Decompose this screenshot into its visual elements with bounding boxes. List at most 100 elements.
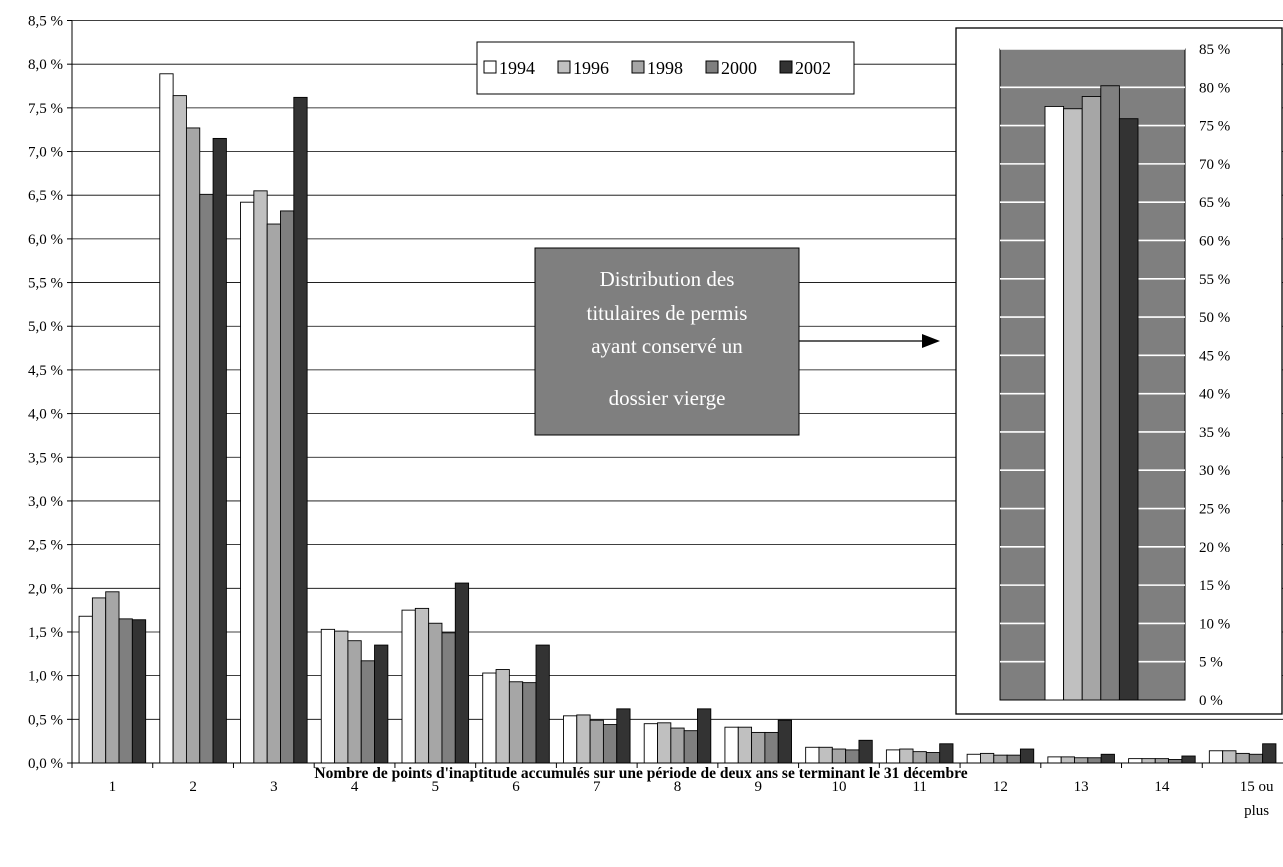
main-x-tick-label-line2: plus [1244,803,1269,819]
bar-2002-cat-9 [777,719,792,764]
inset-chart: 0 % 5 % 10 % 15 % 20 % 25 % 30 % 35 % 40 % 45 % 50… [955,27,1283,715]
bar-1996-cat-5 [414,607,430,764]
legend-label-1998: 1998 [647,58,683,78]
bar-1996-cat-7 [576,714,591,764]
main-x-tick-label: 12 [993,779,1008,795]
main-x-tick-label: 11 [912,779,926,795]
inset-y-tick-label: 25 % [1199,502,1230,518]
bar-1994-cat-14 [1128,758,1143,764]
main-x-tick-label: 3 [270,779,278,795]
bar-1994-cat-13 [1047,756,1062,764]
bar-2000-cat-8 [683,730,698,764]
bar-2000-cat-10 [845,749,860,764]
legend-label-2000: 2000 [721,58,757,78]
legend-swatch-1996 [557,60,571,74]
bar-2002-cat-1 [131,619,147,764]
bar-2000-cat-5 [441,632,456,764]
bar-1996-cat-12 [980,752,995,764]
bar-2000-cat-3 [280,210,295,764]
bar-1998-cat-10 [831,748,847,764]
bar-1994-cat-2 [159,73,174,764]
bar-1996-cat-2 [172,95,187,764]
main-axes [67,20,1283,768]
main-x-tick-label: 1 [109,779,117,795]
inset-y-tick-label: 40 % [1199,387,1230,403]
inset-y-tick-label: 60 % [1199,233,1230,249]
inset-y-tick-label: 5 % [1199,655,1223,671]
bar-1998-cat-14 [1154,758,1170,764]
bar-1996-cat-14 [1141,758,1156,764]
legend: 1994 1996 1998 2000 2002 [476,41,855,95]
bar-2000-cat-12 [1006,754,1021,764]
main-x-tick-label: 7 [593,779,601,795]
bar-2002-cat-8 [697,708,712,764]
main-x-tick-label: 15 ou [1240,779,1274,795]
inset-y-tick-label: 30 % [1199,463,1230,479]
bar-2000-cat-13 [1087,757,1102,764]
inset-y-tick-label: 0 % [1199,693,1223,709]
inset-bar-1994 [1044,105,1065,701]
bar-1994-cat-1 [78,615,93,764]
bar-1996-cat-9 [737,726,753,764]
legend-swatch-1998 [631,60,645,74]
main-y-tick-label: 2,0 % [28,581,63,597]
inset-y-tick-label: 55 % [1199,272,1230,288]
bar-1998-cat-2 [185,127,201,764]
bar-2000-cat-6 [522,682,537,764]
inset-y-tick-label: 45 % [1199,348,1230,364]
bar-1994-cat-12 [966,753,981,764]
bar-1994-cat-11 [885,749,901,764]
main-y-tick-label: 6,0 % [28,232,63,248]
bar-1998-cat-7 [589,719,604,764]
bar-2000-cat-7 [602,724,618,764]
bar-1994-cat-10 [805,746,820,764]
bar-1996-cat-11 [899,748,914,764]
main-y-tick-label: 7,0 % [28,145,63,161]
main-x-tick-label: 8 [674,779,682,795]
bar-1998-cat-9 [751,731,766,764]
bar-2002-cat-4 [374,644,389,764]
main-y-tick-label: 1,5 % [28,625,63,641]
main-y-tick-label: 4,5 % [28,363,63,379]
main-x-tick-label: 10 [831,779,846,795]
bar-1996-cat-15 [1222,750,1237,764]
bar-2002-cat-3 [293,96,308,764]
bar-1996-cat-6 [495,669,510,764]
inset-y-tick-label: 15 % [1199,578,1230,594]
main-y-tick-label: 5,5 % [28,276,63,292]
bar-2000-cat-9 [764,731,779,764]
bar-2002-cat-7 [616,708,631,764]
callout-line-1: Distribution des [600,267,735,291]
main-x-tick-label: 13 [1074,779,1089,795]
bar-1996-cat-10 [818,746,833,764]
bar-2000-cat-11 [925,752,941,764]
main-y-tick-label: 3,0 % [28,494,63,510]
inset-bar-1996 [1063,108,1083,701]
bar-1996-cat-13 [1060,756,1075,764]
bar-1994-cat-5 [401,609,416,764]
bar-1996-cat-4 [334,630,349,764]
main-y-tick-label: 6,5 % [28,188,63,204]
bar-2002-cat-12 [1019,748,1035,764]
legend-label-1994: 1994 [499,58,535,78]
bar-2002-cat-6 [535,644,550,764]
legend-label-2002: 2002 [795,58,831,78]
main-x-tick-label: 5 [432,779,440,795]
inset-y-tick-labels: 0 % 5 % 10 % 15 % 20 % 25 % 30 % 35 % 40 % 45 % 50… [1199,42,1230,709]
bar-1998-cat-15 [1235,752,1250,764]
callout-line-3: ayant conservé un [591,334,743,358]
bar-2002-cat-10 [858,739,873,764]
bar-1998-cat-6 [508,681,524,764]
inset-bar-2000 [1100,85,1120,701]
main-x-tick-label: 2 [189,779,197,795]
bar-1998-cat-11 [912,751,927,764]
bar-2002-cat-14 [1181,755,1196,764]
bar-1994-cat-7 [563,715,578,764]
bar-2000-cat-1 [118,618,133,764]
inset-gridlines [1000,48,1185,663]
callout-arrow-head [922,334,940,348]
callout-line-4: dossier vierge [609,386,726,410]
main-y-tick-label: 7,5 % [28,101,63,117]
legend-label-1996: 1996 [573,58,609,78]
